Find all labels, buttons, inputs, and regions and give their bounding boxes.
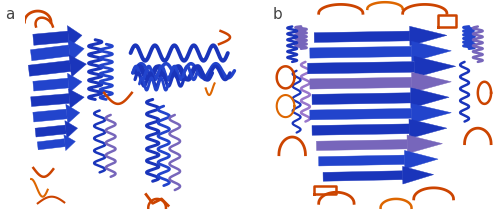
Polygon shape <box>38 139 66 150</box>
Polygon shape <box>414 56 456 78</box>
Polygon shape <box>412 72 452 93</box>
Polygon shape <box>310 109 412 120</box>
Polygon shape <box>69 55 86 77</box>
Polygon shape <box>64 135 76 151</box>
Polygon shape <box>410 88 449 108</box>
Polygon shape <box>404 151 438 169</box>
Polygon shape <box>68 89 84 108</box>
Polygon shape <box>318 155 404 166</box>
Polygon shape <box>30 45 70 61</box>
Polygon shape <box>66 104 80 124</box>
Polygon shape <box>402 166 434 184</box>
Polygon shape <box>323 171 403 181</box>
Polygon shape <box>65 121 78 138</box>
Polygon shape <box>409 119 447 139</box>
Polygon shape <box>308 62 414 74</box>
Polygon shape <box>314 31 410 42</box>
Polygon shape <box>407 135 442 154</box>
Polygon shape <box>412 104 452 123</box>
Polygon shape <box>410 26 447 46</box>
Polygon shape <box>68 40 84 61</box>
Polygon shape <box>310 77 412 89</box>
Polygon shape <box>28 61 71 76</box>
Polygon shape <box>33 78 69 91</box>
Polygon shape <box>316 140 408 151</box>
Polygon shape <box>30 94 70 107</box>
Polygon shape <box>68 26 82 48</box>
Polygon shape <box>312 124 409 135</box>
Polygon shape <box>33 109 67 122</box>
Polygon shape <box>412 41 452 62</box>
Polygon shape <box>68 73 82 93</box>
Text: b: b <box>272 7 282 22</box>
Polygon shape <box>312 93 411 105</box>
Polygon shape <box>35 125 66 137</box>
Text: a: a <box>5 7 15 22</box>
Polygon shape <box>310 46 412 58</box>
Polygon shape <box>33 31 69 45</box>
